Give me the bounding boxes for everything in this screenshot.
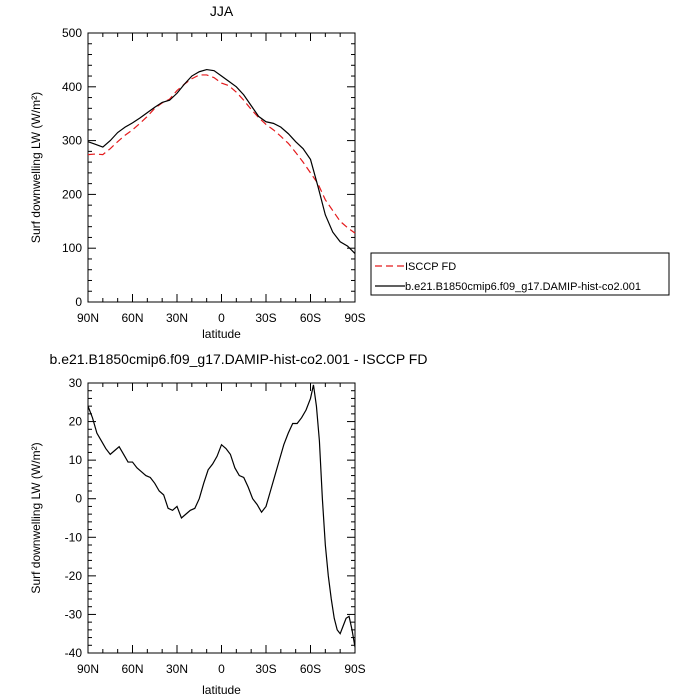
bottom-x-tick-label: 30S [255, 662, 276, 676]
top-x-tick-label: 90N [77, 311, 99, 325]
top-y-tick-label: 200 [62, 187, 82, 201]
legend-label-model: b.e21.B1850cmip6.f09_g17.DAMIP-hist-co2.… [405, 281, 641, 293]
bottom-y-tick-label: 30 [69, 376, 83, 390]
bottom-ticks: 90N 60N 30N 0 30S 60S 90S -40 -30 -20 -10 0 10 20 30 [65, 376, 366, 676]
top-x-tick-label: 0 [218, 311, 225, 325]
top-plot-frame [87, 32, 356, 303]
top-series-group [87, 68, 356, 255]
top-x-tick-label: 90S [344, 311, 365, 325]
top-y-tick-label: 500 [62, 26, 82, 40]
top-chart-title: JJA [210, 3, 234, 19]
legend-box [370, 252, 670, 296]
bottom-plot-frame [87, 382, 356, 654]
top-y-tick-label: 400 [62, 80, 82, 94]
bottom-y-tick-label: -20 [65, 569, 83, 583]
legend-label-isccp-fd: ISCCP FD [405, 261, 456, 273]
top-x-tick-label: 30N [166, 311, 188, 325]
bottom-chart: b.e21.B1850cmip6.f09_g17.DAMIP-hist-co2.… [29, 351, 427, 697]
bottom-x-tick-label: 60N [121, 662, 143, 676]
bottom-x-tick-label: 90S [344, 662, 365, 676]
bottom-chart-title: b.e21.B1850cmip6.f09_g17.DAMIP-hist-co2.… [50, 351, 428, 367]
top-x-tick-label: 30S [255, 311, 276, 325]
top-chart: JJA 90N 60N 30N 0 30S 60S 90S0100200300400500 … [29, 3, 366, 341]
bottom-x-tick-label: 60S [300, 662, 321, 676]
bottom-series-line-0 [87, 384, 356, 648]
top-series-line-1 [87, 68, 356, 255]
top-x-tick-label: 60N [121, 311, 143, 325]
bottom-x-axis-label: latitude [202, 683, 241, 697]
top-x-tick-label: 60S [300, 311, 321, 325]
bottom-y-axis-label: Surf downwelling LW (W/m²) [29, 442, 43, 593]
bottom-x-tick-label: 0 [218, 662, 225, 676]
bottom-y-tick-label: 20 [69, 415, 83, 429]
legend: ISCCP FD b.e21.B1850cmip6.f09_g17.DAMIP-… [370, 252, 670, 296]
top-y-tick-label: 100 [62, 241, 82, 255]
bottom-y-tick-label: -40 [65, 646, 83, 660]
bottom-y-tick-label: -10 [65, 530, 83, 544]
bottom-y-tick-label: 0 [75, 492, 82, 506]
bottom-y-tick-label: -30 [65, 607, 83, 621]
top-y-tick-label: 0 [75, 295, 82, 309]
top-ticks: 90N 60N 30N 0 30S 60S 90S 0 100 200 300 400 500 [62, 26, 366, 325]
top-x-axis-label: latitude [202, 327, 241, 341]
top-y-tick-label: 300 [62, 134, 82, 148]
top-y-axis-label: Surf downwelling LW (W/m²) [29, 92, 43, 243]
bottom-y-tick-label: 10 [69, 453, 83, 467]
bottom-x-tick-label: 30N [166, 662, 188, 676]
bottom-x-tick-label: 90N [77, 662, 99, 676]
bottom-series-group [87, 384, 356, 648]
top-series-line-0 [87, 74, 356, 234]
